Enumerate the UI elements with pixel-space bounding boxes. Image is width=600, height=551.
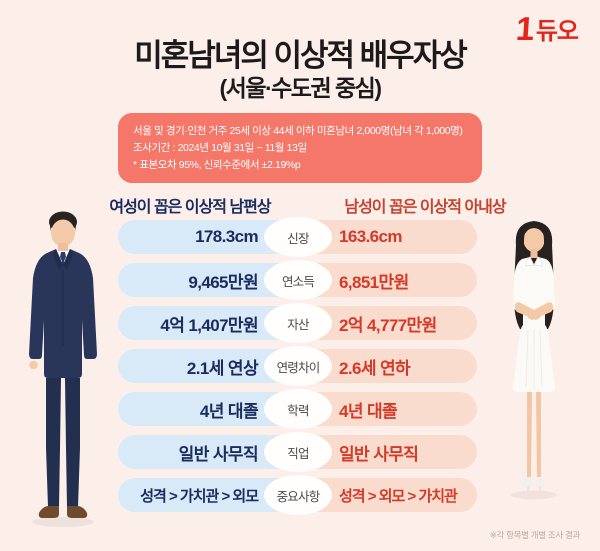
category-badge: 중요사항 (264, 475, 332, 515)
male-pick-value: 6,851만원 (339, 272, 409, 292)
table-row-age-gap: 2.1세 연상 2.6세 연하 연령차이 (118, 346, 477, 386)
female-pick-value: 178.3cm (195, 227, 259, 246)
survey-sample-line: 서울 및 경기·인천 거주 25세 이상 44세 이하 미혼남녀 2,000명(… (133, 125, 463, 137)
category-badge: 직업 (264, 432, 332, 472)
female-pick-value: 일반 사무직 (178, 444, 259, 464)
page-subtitle: (서울·수도권 중심) (219, 75, 383, 101)
female-pick-value: 4억 1,407만원 (160, 315, 258, 335)
table-row-income: 9,465만원 6,851만원 연소득 (118, 260, 477, 300)
page-title: 미혼남녀의 이상적 배우자상 (134, 38, 467, 73)
male-pick-value: 163.6cm (339, 227, 403, 246)
male-pick-value: 성격 > 외모 > 가치관 (339, 487, 458, 505)
duo-brand-logo: 1 듀오 (515, 10, 579, 47)
category-badge: 연소득 (264, 260, 332, 300)
female-pick-value: 4년 대졸 (199, 401, 259, 421)
female-pick-value: 9,465만원 (188, 272, 258, 292)
female-pick-pill: 성격 > 가치관 > 외모 (118, 478, 304, 512)
survey-info-box: 서울 및 경기·인천 거주 25세 이상 44세 이하 미혼남녀 2,000명(… (118, 113, 482, 183)
column-header-female-picks: 여성이 꼽은 이상적 남편상 (109, 199, 271, 216)
category-badge: 학력 (264, 389, 332, 429)
man-in-suit-illustration (29, 211, 97, 527)
category-badge: 신장 (264, 217, 332, 257)
column-header-male-picks: 남성이 꼽은 이상적 아내상 (344, 199, 506, 216)
table-row-height: 178.3cm 163.6cm 신장 (118, 217, 477, 257)
female-pick-value: 성격 > 가치관 > 외모 (140, 487, 259, 505)
male-pick-value: 일반 사무직 (339, 444, 419, 464)
category-badge: 연령차이 (264, 346, 332, 386)
table-row-assets: 4억 1,407만원 2억 4,777만원 자산 (118, 303, 477, 343)
female-pick-value: 2.1세 연상 (186, 358, 259, 378)
table-row-job: 일반 사무직 일반 사무직 직업 (118, 432, 477, 472)
duo-logo-text: 듀오 (535, 18, 579, 45)
male-pick-value: 2억 4,777만원 (339, 315, 437, 335)
survey-error-line: * 표본오차 95%, 신뢰수준에서 ±2.19%p (133, 159, 301, 171)
category-badge: 자산 (264, 303, 332, 343)
table-row-priorities: 성격 > 가치관 > 외모 성격 > 외모 > 가치관 중요사항 (118, 475, 477, 515)
table-row-education: 4년 대졸 4년 대졸 학력 (118, 389, 477, 429)
survey-period-line: 조사기간 : 2024년 10월 31일 ~ 11월 13일 (133, 142, 307, 154)
comparison-table: 178.3cm 163.6cm 신장 9,465만원 6,851만원 연소득 4… (118, 217, 477, 521)
footnote: ※각 항목별 개별 조사 결과 (489, 530, 581, 540)
male-pick-value: 4년 대졸 (339, 401, 398, 421)
male-pick-value: 2.6세 연하 (339, 358, 411, 378)
woman-in-dress-illustration (511, 221, 557, 500)
